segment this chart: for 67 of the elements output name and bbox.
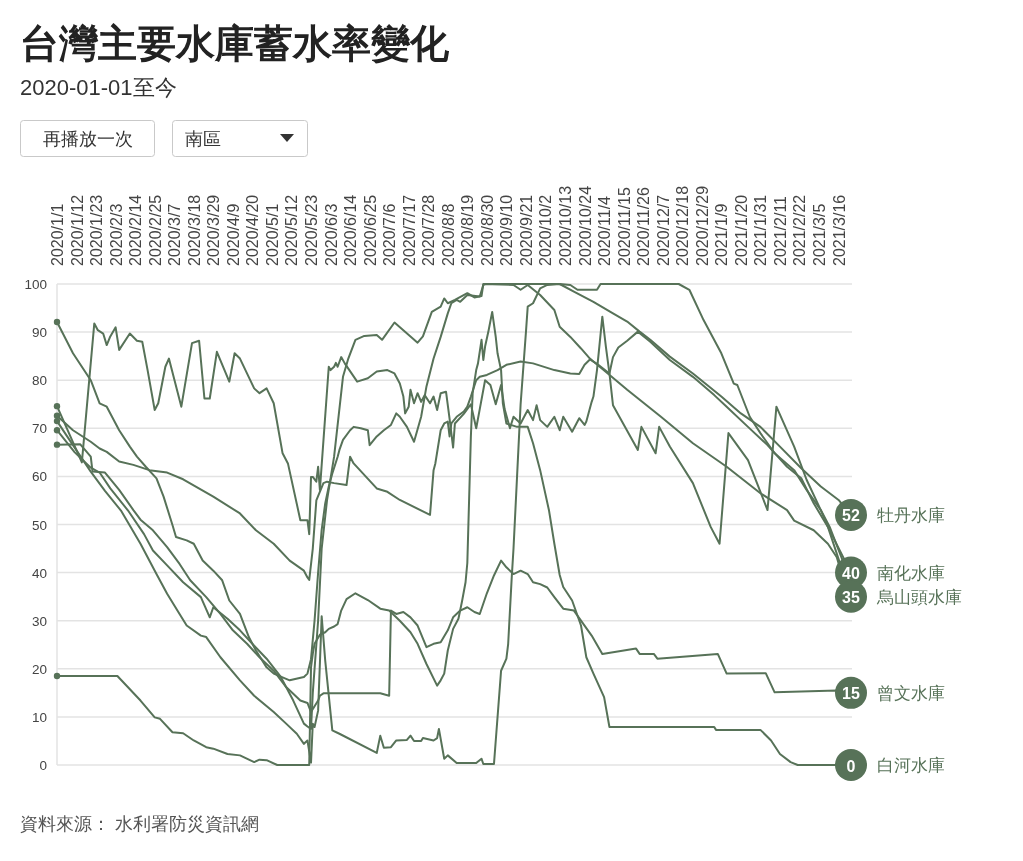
x-tick-label: 2020/2/25	[146, 194, 164, 266]
y-tick-label: 50	[31, 517, 47, 532]
x-tick-label: 2020/10/2	[536, 194, 554, 266]
x-tick-label: 2021/2/22	[790, 194, 808, 266]
x-tick-label: 2020/11/4	[595, 195, 613, 266]
data-label: 40	[842, 564, 860, 582]
y-tick-label: 100	[24, 276, 47, 292]
x-tick-label: 2020/5/12	[282, 194, 300, 266]
x-tick-label: 2020/11/26	[634, 187, 652, 266]
x-tick-label: 2020/1/1	[48, 203, 66, 266]
y-tick-label: 20	[31, 661, 47, 677]
title: 台灣主要水庫蓄水率變化	[20, 22, 449, 65]
data-label: 0	[846, 757, 856, 774]
x-tick-label: 2020/5/1	[263, 203, 281, 266]
y-tick-label: 40	[31, 565, 47, 581]
data-label: 15	[842, 684, 860, 702]
x-tick-label: 2020/6/3	[322, 203, 340, 266]
x-tick-label: 2021/3/5	[810, 203, 828, 266]
x-tick-label: 2020/2/3	[107, 203, 125, 266]
x-tick-label: 2020/4/20	[243, 194, 261, 266]
x-tick-label: 2020/3/18	[185, 194, 203, 266]
x-tick-label: 2021/2/11	[771, 195, 789, 266]
x-tick-label: 2020/8/8	[439, 203, 457, 266]
x-tick-label: 2020/9/10	[497, 194, 515, 266]
x-tick-label: 2020/3/7	[165, 203, 183, 266]
series-label: 牡丹水庫	[877, 505, 945, 525]
y-tick-label: 80	[31, 372, 47, 388]
x-tick-label: 2020/1/23	[87, 194, 105, 266]
series-label: 南化水庫	[877, 563, 945, 583]
x-tick-label: 2021/3/16	[830, 194, 848, 266]
x-tick-label: 2020/10/24	[576, 185, 594, 266]
data-label: 35	[842, 588, 860, 606]
x-tick-label: 2020/8/30	[478, 194, 496, 266]
x-tick-label: 2020/8/19	[458, 194, 476, 266]
x-tick-label: 2020/10/13	[556, 185, 574, 266]
x-tick-label: 2020/12/29	[693, 185, 711, 266]
button: 再播放一次	[20, 120, 155, 157]
x-tick-label: 2020/7/28	[419, 194, 437, 266]
subtitle: 2020-01-01至今	[20, 75, 177, 100]
series-label: 曾文水庫	[877, 683, 945, 703]
y-tick-label: 0	[39, 757, 47, 773]
x-tick-label: 2020/12/7	[654, 194, 672, 266]
y-tick-label: 90	[31, 324, 47, 340]
x-tick-label: 2020/12/18	[673, 185, 691, 266]
x-tick-label: 2020/7/17	[400, 194, 418, 266]
x-tick-label: 2020/9/21	[517, 194, 535, 266]
x-tick-label: 2021/1/9	[712, 203, 730, 266]
series-label: 烏山頭水庫	[876, 587, 962, 607]
x-tick-label: 2020/3/29	[204, 194, 222, 266]
y-tick-label: 70	[31, 420, 47, 436]
data-label: 52	[842, 506, 860, 524]
x-tick-label: 2020/1/12	[68, 194, 86, 266]
x-tick-label: 2020/4/9	[224, 203, 242, 266]
x-tick-label: 2020/6/14	[341, 194, 359, 266]
y-tick-label: 10	[31, 709, 47, 725]
x-tick-label: 2020/11/15	[615, 187, 633, 266]
source: 資料來源： 水利署防災資訊網	[20, 814, 259, 834]
dropdown: 南區	[172, 120, 308, 157]
x-tick-label: 2020/6/25	[361, 194, 379, 266]
x-tick-label: 2021/1/31	[751, 194, 769, 266]
y-tick-label: 30	[31, 613, 47, 629]
series-label: 白河水庫	[877, 755, 945, 775]
x-tick-label: 2020/7/6	[380, 203, 398, 266]
y-tick-label: 60	[31, 468, 47, 484]
x-tick-label: 2021/1/20	[732, 194, 750, 266]
x-tick-label: 2020/2/14	[126, 194, 144, 266]
x-tick-label: 2020/5/23	[302, 194, 320, 266]
